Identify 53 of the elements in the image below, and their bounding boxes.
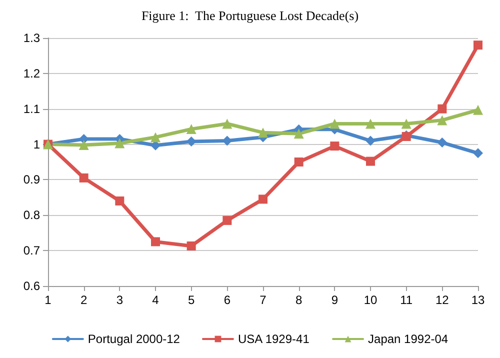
point: [330, 142, 340, 151]
point: [78, 140, 89, 150]
y-tick-label: 0.7: [23, 244, 40, 258]
point: [294, 158, 304, 166]
legend-label: USA 1929-41: [238, 332, 310, 346]
point: [222, 136, 232, 146]
x-tick-label: 12: [435, 293, 450, 307]
point: [438, 104, 447, 114]
x-tick-label: 13: [471, 293, 485, 307]
point: [222, 216, 232, 225]
point: [474, 40, 482, 50]
point: [366, 118, 376, 129]
point: [186, 124, 196, 134]
x-tick-label: 10: [364, 293, 378, 307]
point: [258, 128, 268, 138]
point: [115, 196, 124, 206]
x-tick-label: 3: [116, 293, 124, 307]
point: [150, 132, 160, 142]
y-tick-label: 0.6: [23, 279, 40, 293]
y-tick-label: 1.3: [23, 31, 40, 45]
x-tick-label: 5: [188, 293, 195, 307]
x-tick-label: 9: [331, 293, 338, 307]
point: [79, 173, 88, 182]
point: [473, 104, 483, 115]
x-tick-label: 6: [224, 293, 231, 307]
point: [222, 118, 232, 129]
point: [114, 138, 125, 148]
point: [437, 115, 448, 126]
point: [401, 118, 412, 129]
point: [186, 136, 196, 146]
x-tick-label: 11: [400, 293, 413, 307]
x-tick-label: 7: [260, 293, 267, 307]
point: [437, 138, 448, 148]
legend-label: Japan 1992-04: [368, 332, 448, 346]
x-tick-label: 8: [295, 293, 302, 307]
legend-label: Portugal 2000-12: [88, 332, 180, 346]
point: [258, 194, 268, 204]
y-tick-label: 0.9: [23, 172, 40, 187]
point: [366, 156, 375, 166]
y-tick-label: 1.1: [23, 102, 40, 116]
point: [186, 241, 196, 250]
x-tick-label: 2: [80, 293, 88, 307]
point: [294, 128, 304, 139]
point: [366, 136, 376, 146]
point: [473, 148, 483, 158]
point: [330, 118, 340, 129]
x-tick-label: 1: [44, 293, 52, 307]
x-tick-label: 4: [152, 293, 160, 307]
y-tick-label: 1: [33, 137, 40, 152]
y-tick-label: 1.2: [23, 66, 40, 80]
y-tick-label: 0.8: [23, 208, 40, 222]
point: [151, 237, 160, 246]
chart-title: Figure 1: The Portuguese Lost Decade(s): [141, 8, 359, 23]
